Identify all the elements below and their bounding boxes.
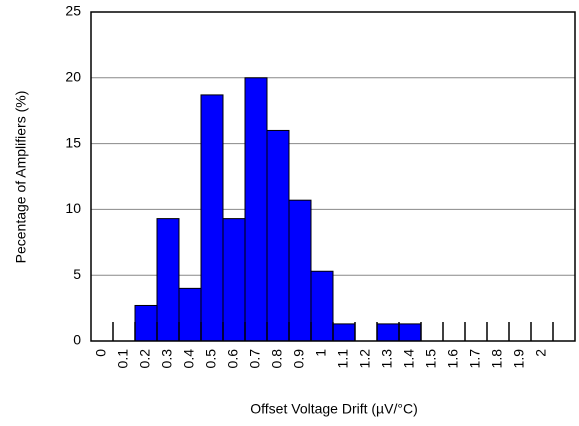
bar (376, 323, 400, 342)
y-tick-label: 0 (73, 332, 81, 348)
bar (222, 218, 246, 342)
x-tick-label: 0.4 (181, 349, 197, 369)
y-tick-label: 25 (65, 3, 81, 19)
x-tick-label: 2 (533, 349, 549, 357)
bar (266, 129, 290, 342)
x-tick-label: 1.7 (467, 349, 483, 369)
y-tick-label: 5 (73, 266, 81, 282)
bar (332, 323, 356, 342)
x-tick-label: 0.7 (247, 349, 263, 369)
bar (134, 304, 158, 342)
x-tick-label: 1.6 (445, 349, 461, 369)
bar (200, 94, 224, 342)
bar (398, 323, 422, 342)
bar (244, 77, 268, 342)
x-tick-label: 1.9 (511, 349, 527, 369)
plot-frame (90, 11, 576, 342)
x-tick-label: 0.1 (115, 349, 131, 369)
x-tick-label: 1 (313, 349, 329, 357)
x-tick-label: 0.6 (225, 349, 241, 369)
y-axis-label: Pecentage of Amplifiers (%) (13, 91, 29, 264)
x-tick-label: 0.8 (269, 349, 285, 369)
bar (156, 218, 180, 342)
x-tick-label: 1.2 (357, 349, 373, 369)
x-tick-label: 1.5 (423, 349, 439, 369)
x-tick-label: 1.3 (379, 349, 395, 369)
x-axis-label: Offset Voltage Drift (µV/°C) (250, 401, 417, 417)
y-tick-label: 10 (65, 200, 81, 216)
bar (310, 270, 334, 342)
x-tick-label: 1.8 (489, 349, 505, 369)
x-tick-label: 0.2 (137, 349, 153, 369)
x-tick-label: 0.9 (291, 349, 307, 369)
x-tick-label: 0.3 (159, 349, 175, 369)
x-tick-label: 0 (93, 349, 109, 357)
bar (178, 287, 202, 342)
bar (288, 199, 312, 342)
x-tick-label: 1.4 (401, 349, 417, 369)
y-tick-label: 15 (65, 134, 81, 150)
x-tick-label: 0.5 (203, 349, 219, 369)
y-tick-label: 20 (65, 69, 81, 85)
x-tick-label: 1.1 (335, 349, 351, 369)
